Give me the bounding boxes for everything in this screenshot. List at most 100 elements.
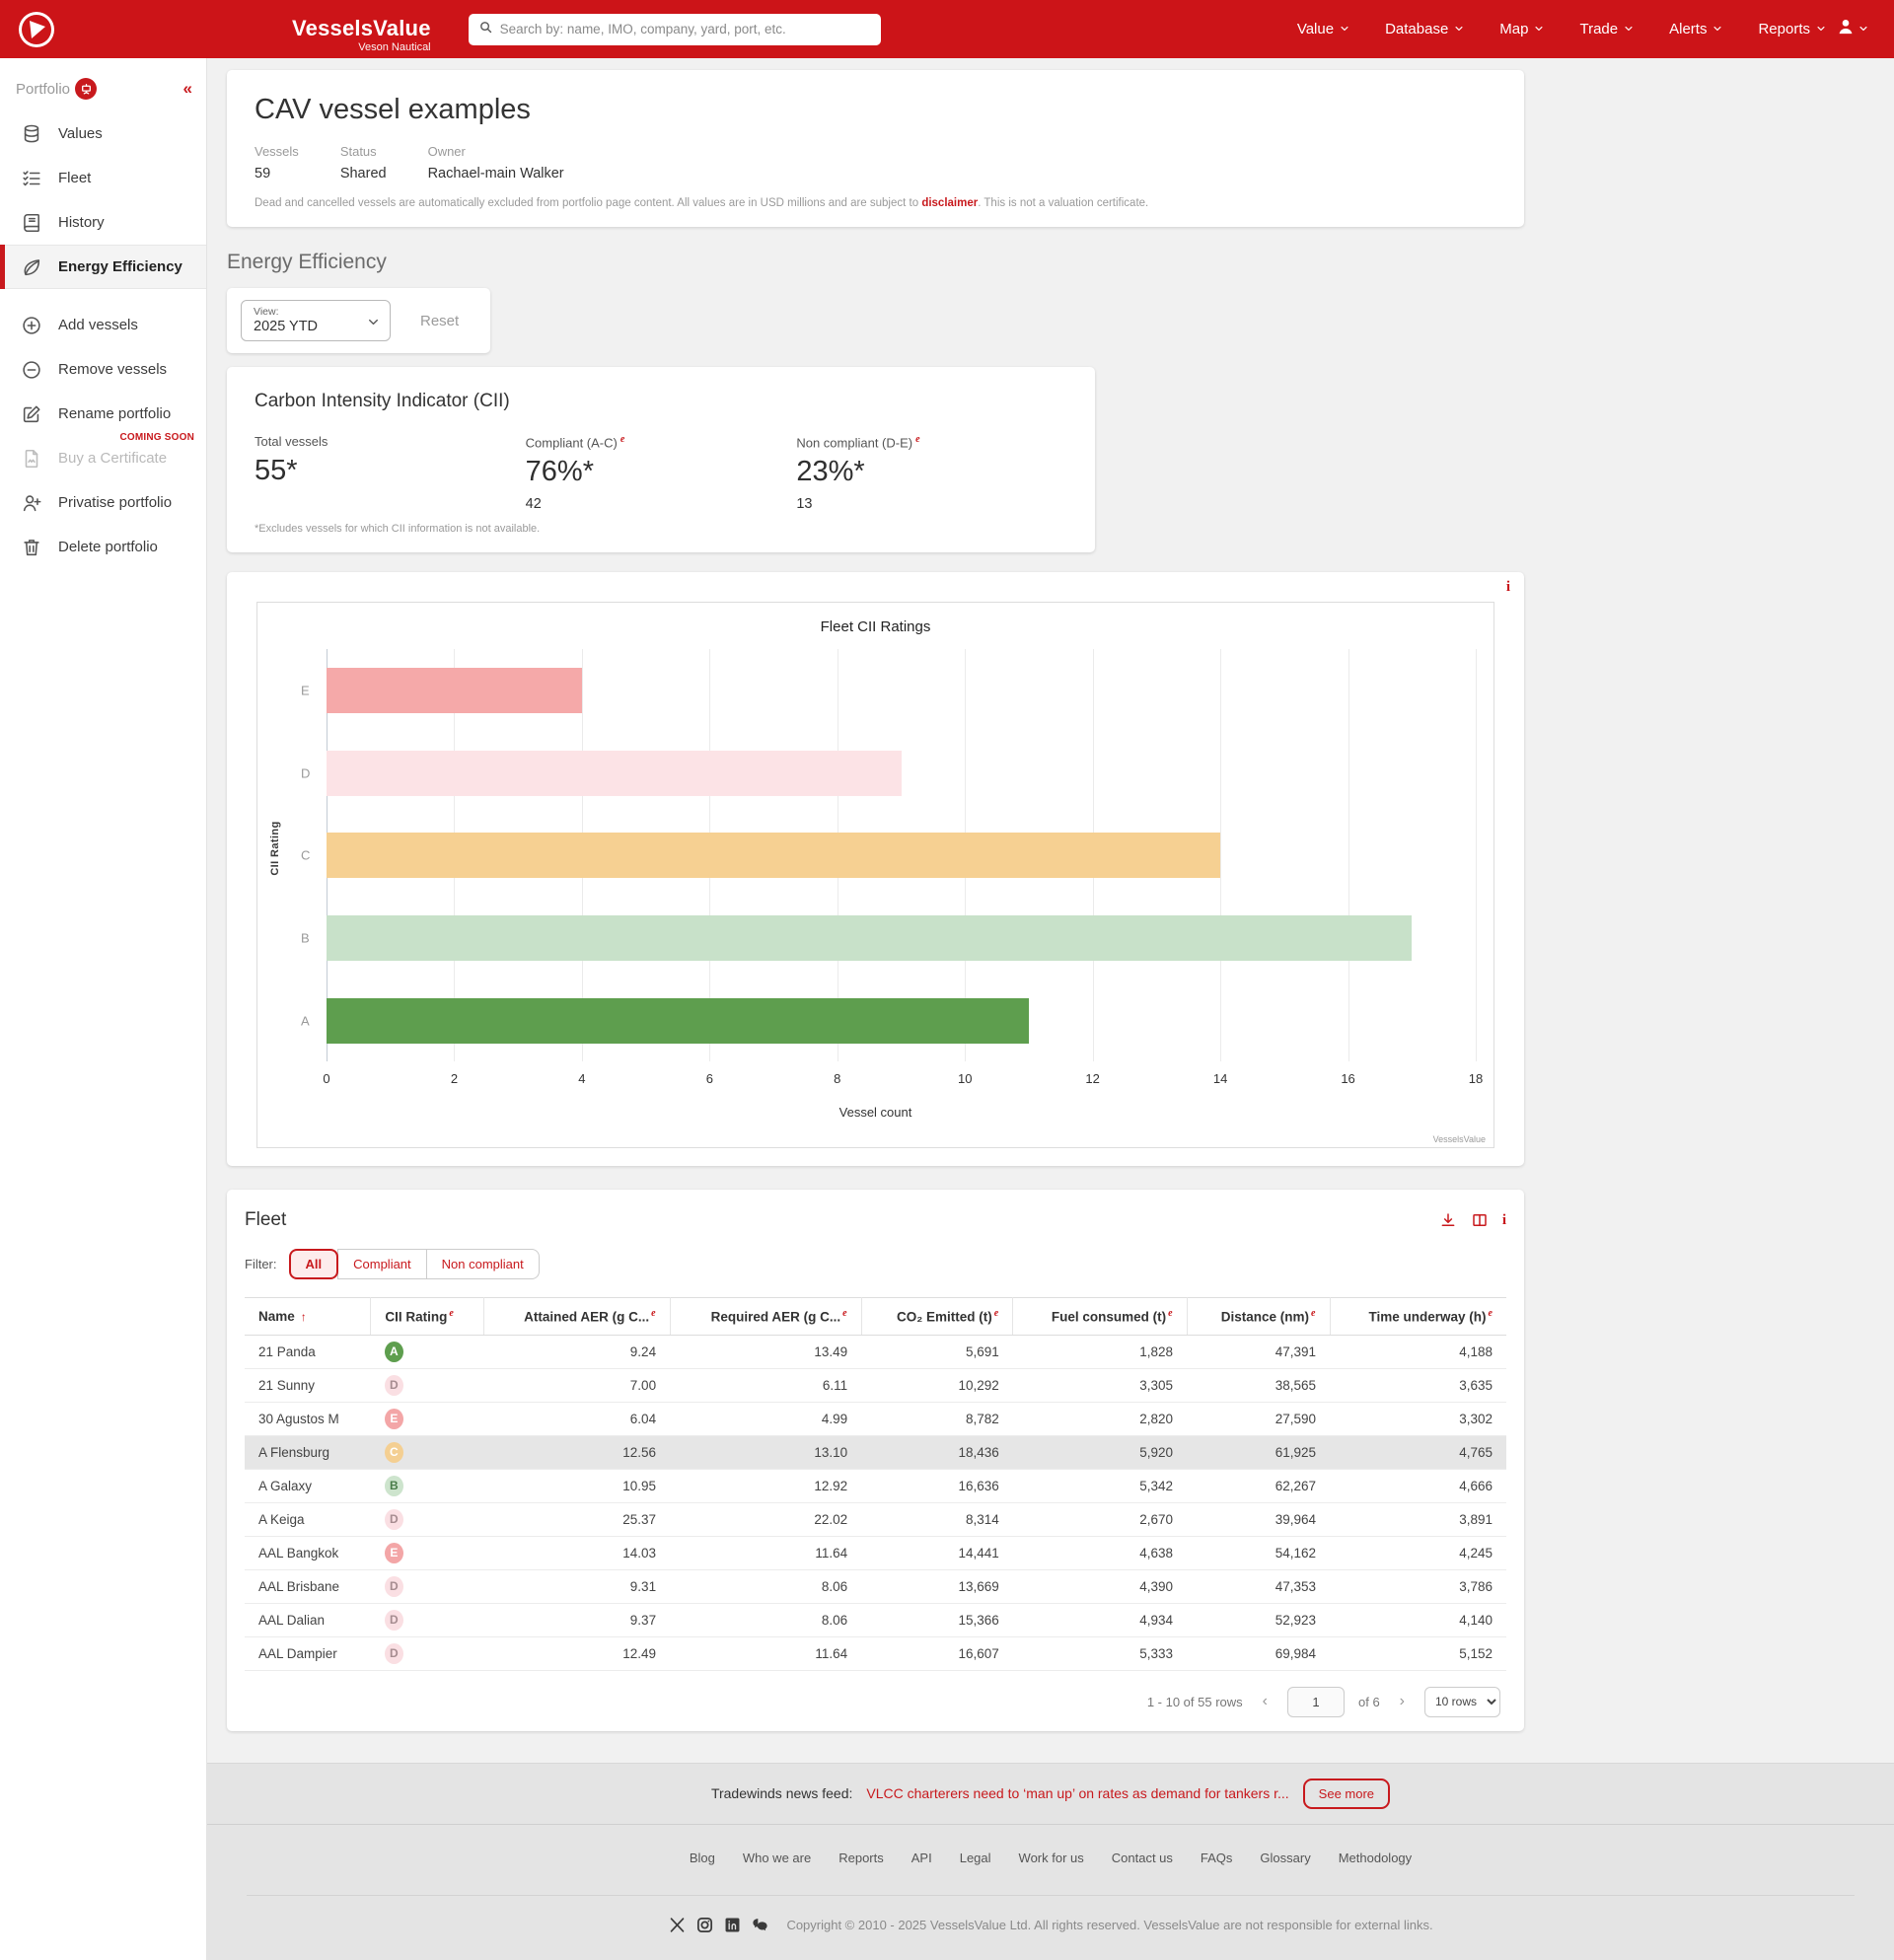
filter-pill-all[interactable]: All <box>288 1249 339 1280</box>
table-cell: 4,638 <box>1012 1536 1188 1570</box>
disclaimer-link[interactable]: disclaimer <box>921 197 979 209</box>
chart-bar-b[interactable] <box>327 914 1413 961</box>
see-more-button[interactable]: See more <box>1302 1778 1391 1809</box>
footer-link-faqs[interactable]: FAQs <box>1200 1850 1233 1865</box>
chevron-down-icon <box>1454 21 1464 37</box>
column-header-time-underway-h-[interactable]: Time underway (h) e <box>1330 1297 1506 1336</box>
cii-rating-badge-d: D <box>384 1374 403 1396</box>
info-icon[interactable]: i <box>1505 579 1510 596</box>
estimate-flag: e <box>449 1308 454 1320</box>
x-social-icon[interactable] <box>668 1916 687 1934</box>
y-category-label: A <box>301 1013 310 1028</box>
vessel-name-link[interactable]: A Galaxy <box>245 1469 371 1503</box>
footer-link-methodology[interactable]: Methodology <box>1338 1850 1413 1865</box>
view-select[interactable]: View: 2025 YTD <box>241 300 391 341</box>
table-cell: 5,342 <box>1012 1469 1188 1503</box>
chevron-down-icon <box>1816 21 1826 37</box>
stat-label: Non compliant (D-E) e <box>796 434 920 451</box>
sidebar-item-label: Delete portfolio <box>58 539 158 555</box>
next-page-button[interactable]: › <box>1394 1691 1411 1712</box>
column-header-name[interactable]: Name ↑ <box>245 1297 372 1336</box>
nav-item-database[interactable]: Database <box>1385 21 1464 37</box>
chevron-down-icon <box>1340 21 1349 37</box>
chart-bar-d[interactable] <box>327 750 902 796</box>
vessel-name-link[interactable]: A Keiga <box>245 1502 371 1537</box>
prev-page-button[interactable]: ‹ <box>1257 1691 1274 1712</box>
vessel-name-link[interactable]: A Flensburg <box>245 1435 371 1470</box>
column-header-co-emitted-t-[interactable]: CO₂ Emitted (t) e <box>861 1297 1014 1336</box>
cii-rating-cell: E <box>370 1402 484 1436</box>
chart-bar-a[interactable] <box>327 997 1029 1044</box>
vessel-name-link[interactable]: AAL Brisbane <box>245 1569 371 1604</box>
column-header-distance-nm-[interactable]: Distance (nm) e <box>1187 1297 1331 1336</box>
rows-per-page-select[interactable]: 10 rows <box>1424 1686 1500 1717</box>
cii-card: Carbon Intensity Indicator (CII) Total v… <box>227 367 1095 553</box>
nav-item-trade[interactable]: Trade <box>1579 21 1634 37</box>
table-row: AAL Brisbane D 9.31 8.06 13,669 4,390 47,353 3,… <box>245 1569 1506 1604</box>
column-header-fuel-consumed-t-[interactable]: Fuel consumed (t) e <box>1012 1297 1188 1336</box>
vessel-name-link[interactable]: 30 Agustos M <box>245 1402 371 1436</box>
download-icon[interactable] <box>1439 1211 1457 1229</box>
sidebar-item-label: Add vessels <box>58 317 138 333</box>
trash-icon <box>20 537 43 558</box>
meta-value: Shared <box>339 166 387 181</box>
news-headline-link[interactable]: VLCC charterers need to ‘man up’ on rate… <box>866 1785 1289 1802</box>
table-cell: 10.95 <box>483 1469 671 1503</box>
sidebar-item-energy-efficiency[interactable]: Energy Efficiency <box>0 245 206 289</box>
nav-item-reports[interactable]: Reports <box>1758 21 1826 37</box>
cii-rating-badge-d: D <box>384 1508 403 1530</box>
vesselsvalue-logo[interactable]: VesselsValue Veson Nautical <box>18 6 431 53</box>
sidebar-item-fleet[interactable]: Fleet <box>0 156 206 200</box>
footer-link-legal[interactable]: Legal <box>959 1850 991 1865</box>
footer-link-work-for-us[interactable]: Work for us <box>1018 1850 1084 1865</box>
linkedin-icon[interactable] <box>723 1916 742 1934</box>
chart-bar-e[interactable] <box>327 668 582 714</box>
vessel-name-link[interactable]: AAL Dalian <box>245 1603 371 1637</box>
nav-item-alerts[interactable]: Alerts <box>1669 21 1722 37</box>
table-cell: 3,635 <box>1330 1368 1506 1403</box>
table-cell: 7.00 <box>483 1368 671 1403</box>
footer-link-contact-us[interactable]: Contact us <box>1111 1850 1173 1865</box>
sidebar-item-label: Energy Efficiency <box>58 258 182 275</box>
table-cell: 3,891 <box>1330 1502 1506 1537</box>
vessel-name-link[interactable]: AAL Dampier <box>245 1636 371 1671</box>
sidebar-item-history[interactable]: History <box>0 200 206 245</box>
cii-stat-compliant-a-c-: Compliant (A-C) e 76%* 42 <box>526 434 797 513</box>
vessel-name-link[interactable]: 21 Panda <box>245 1335 371 1369</box>
filter-pill-non-compliant[interactable]: Non compliant <box>425 1249 540 1280</box>
user-menu[interactable] <box>1836 17 1868 41</box>
vessel-name-link[interactable]: AAL Bangkok <box>245 1536 371 1570</box>
footer-link-glossary[interactable]: Glossary <box>1260 1850 1311 1865</box>
wechat-icon[interactable] <box>751 1916 769 1934</box>
meta-value: 59 <box>255 166 271 181</box>
table-cell: 47,353 <box>1187 1569 1330 1604</box>
footer-link-who-we-are[interactable]: Who we are <box>742 1850 812 1865</box>
footer-link-blog[interactable]: Blog <box>689 1850 715 1865</box>
sidebar-item-delete-portfolio[interactable]: Delete portfolio <box>0 525 206 569</box>
sidebar-item-privatise-portfolio[interactable]: Privatise portfolio <box>0 480 206 525</box>
brand-subtitle: Veson Nautical <box>358 40 431 53</box>
columns-icon[interactable] <box>1471 1211 1489 1229</box>
filter-pill-compliant[interactable]: Compliant <box>337 1249 427 1280</box>
reset-button[interactable]: Reset <box>420 312 460 329</box>
sidebar-item-add-vessels[interactable]: Add vessels <box>0 303 206 347</box>
nav-item-value[interactable]: Value <box>1297 21 1349 37</box>
sidebar-item-rename-portfolio[interactable]: Rename portfolio <box>0 392 206 436</box>
chart-bar-c[interactable] <box>327 833 1221 879</box>
footer-link-api[interactable]: API <box>911 1850 932 1865</box>
column-header-required-aer-g-c-[interactable]: Required AER (g C... e <box>670 1297 862 1336</box>
page-number-input[interactable] <box>1286 1686 1345 1717</box>
sidebar-collapse-icon[interactable]: « <box>182 79 192 98</box>
footer-link-reports[interactable]: Reports <box>838 1850 884 1865</box>
search-input[interactable] <box>499 22 871 36</box>
nav-item-label: Database <box>1385 21 1449 37</box>
column-header-cii-rating[interactable]: CII Rating e <box>370 1297 484 1336</box>
vessel-name-link[interactable]: 21 Sunny <box>245 1368 371 1403</box>
instagram-icon[interactable] <box>695 1916 714 1934</box>
sidebar-item-buy-a-certificate[interactable]: COMING SOON Buy a Certificate <box>0 432 206 480</box>
sidebar-item-values[interactable]: Values <box>0 111 206 156</box>
sidebar-item-remove-vessels[interactable]: Remove vessels <box>0 347 206 392</box>
column-header-attained-aer-g-c-[interactable]: Attained AER (g C... e <box>483 1297 671 1336</box>
nav-item-map[interactable]: Map <box>1499 21 1544 37</box>
info-icon[interactable]: i <box>1501 1211 1506 1228</box>
